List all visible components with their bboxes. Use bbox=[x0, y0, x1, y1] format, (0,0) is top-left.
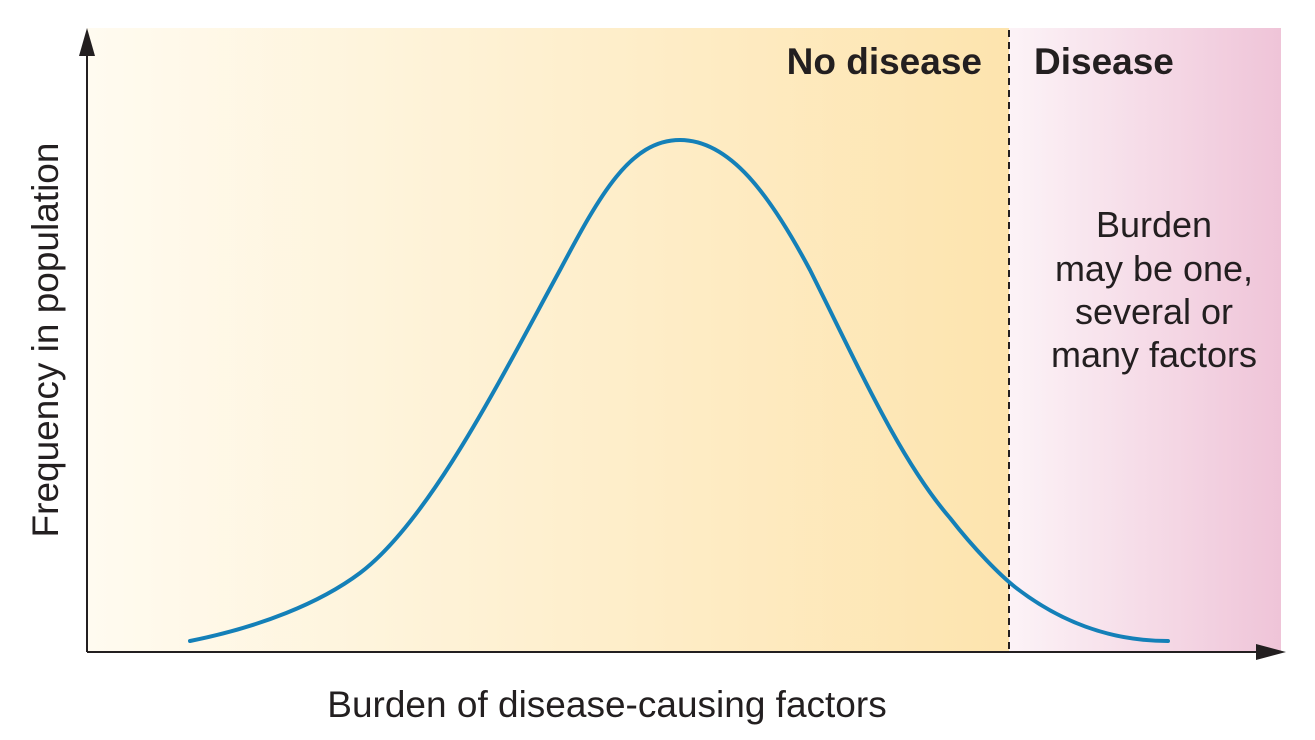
burden-note-line-4: many factors bbox=[1051, 334, 1257, 375]
burden-note-line-2: may be one, bbox=[1055, 248, 1253, 289]
burden-note-line-3: several or bbox=[1075, 291, 1233, 332]
burden-note-line-1: Burden bbox=[1096, 204, 1212, 245]
y-axis-label: Frequency in population bbox=[25, 143, 66, 538]
disease-label: Disease bbox=[1034, 41, 1174, 82]
distribution-curve bbox=[188, 137, 1170, 643]
no-disease-label: No disease bbox=[787, 41, 982, 82]
disease-region bbox=[1009, 28, 1281, 652]
no-disease-region bbox=[87, 28, 1009, 652]
x-axis-label: Burden of disease-causing factors bbox=[327, 684, 886, 725]
x-axis-arrow-icon bbox=[1256, 644, 1286, 660]
y-axis-arrow-icon bbox=[79, 28, 95, 56]
